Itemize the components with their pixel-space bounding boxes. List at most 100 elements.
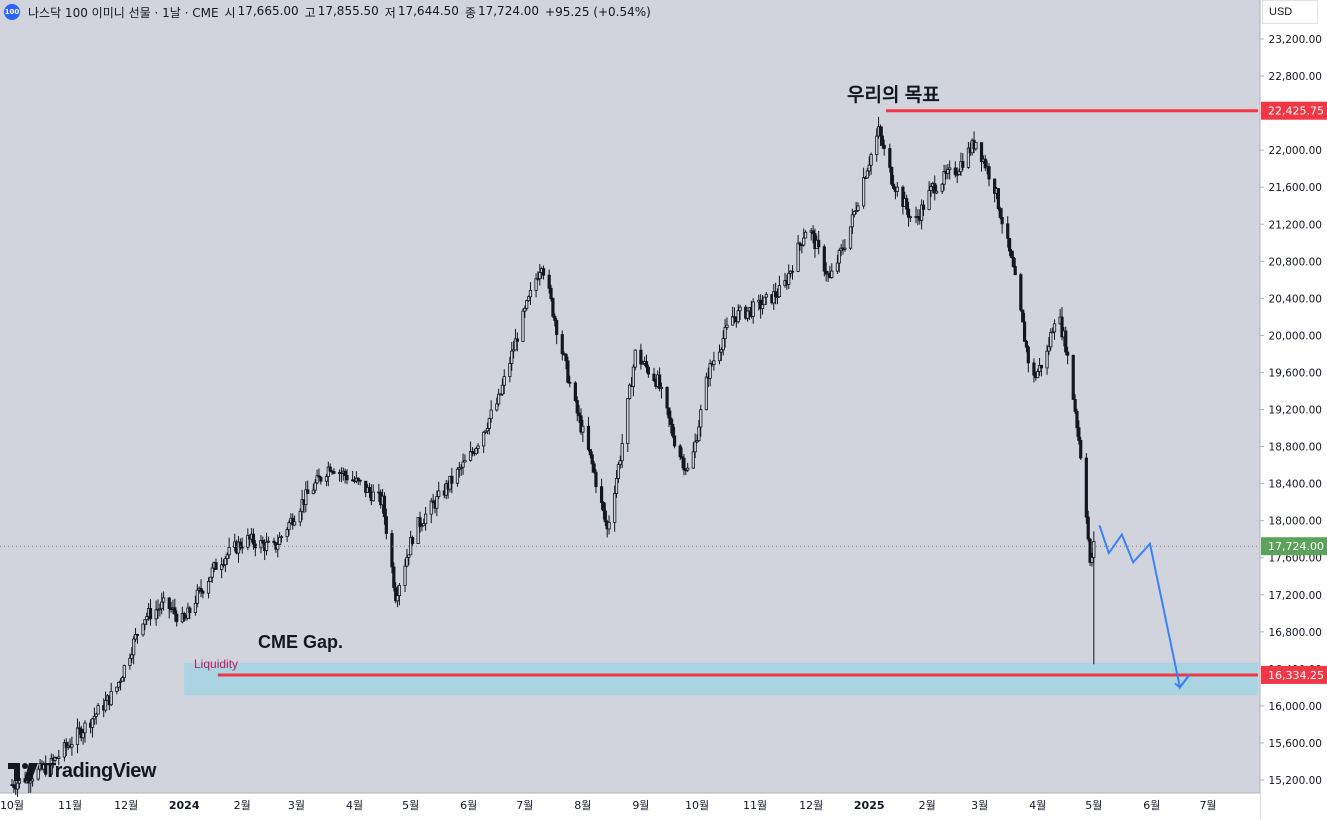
candle-body — [1052, 323, 1057, 333]
candle-body — [862, 177, 866, 207]
candle-body — [326, 466, 330, 477]
candle-body — [500, 384, 504, 395]
candle-body — [586, 425, 591, 450]
candle-body — [36, 768, 40, 780]
time-axis[interactable] — [0, 793, 1260, 820]
candle-body — [498, 393, 503, 396]
candle-body — [397, 585, 402, 597]
symbol-title[interactable]: 나스닥 100 이미니 선물 · 1날 · CME — [28, 5, 219, 20]
candle-body — [145, 616, 149, 621]
candle-body — [626, 398, 630, 444]
candle-body — [1021, 309, 1025, 323]
candle-body — [135, 634, 140, 636]
candle-body — [599, 486, 604, 503]
candle-body — [306, 489, 310, 495]
y-tick-label: 22,000.00 — [1269, 145, 1322, 157]
target-annotation[interactable]: 우리의 목표 — [847, 85, 940, 106]
candle-body — [867, 164, 871, 172]
candle-body — [240, 546, 244, 549]
candle-body — [115, 686, 119, 692]
candle-body — [435, 496, 439, 509]
candle-body — [888, 148, 892, 168]
candle-body — [422, 523, 426, 527]
candle-body — [122, 665, 126, 679]
x-tick-label: 5월 — [1085, 799, 1102, 812]
candle-body — [298, 510, 302, 523]
candle-body — [510, 350, 514, 364]
candle-body — [603, 510, 607, 523]
candle-body — [210, 567, 214, 578]
candle-body — [1000, 217, 1004, 225]
candle-body — [371, 491, 375, 502]
y-tick-label: 17,200.00 — [1269, 590, 1322, 602]
candle-body — [429, 500, 433, 515]
liquidity-annotation[interactable]: Liquidity — [194, 657, 239, 671]
y-tick-label: 20,000.00 — [1269, 330, 1322, 342]
candle-body — [929, 186, 933, 191]
candle-body — [777, 285, 781, 297]
candle-body — [790, 270, 795, 273]
candle-body — [573, 382, 577, 401]
candle-body — [1066, 351, 1070, 356]
candle-body — [875, 135, 879, 155]
candle-body — [29, 780, 33, 784]
candle-body — [665, 387, 669, 409]
cme-gap-annotation[interactable]: CME Gap. — [258, 632, 344, 652]
x-tick-label: 7월 — [1199, 799, 1216, 812]
candle-body — [948, 167, 952, 170]
candle-body — [489, 409, 493, 420]
y-tick-label: 17,600.00 — [1269, 553, 1322, 565]
liquidity-zone[interactable] — [184, 662, 1258, 696]
candle-body — [927, 190, 931, 210]
close-number: 17,724.00 — [477, 3, 540, 18]
candle-body — [695, 440, 699, 443]
candle-body — [850, 214, 854, 228]
candle-body — [463, 460, 467, 463]
candle-body — [920, 204, 924, 221]
candle-body — [882, 144, 886, 149]
low-label: 저 — [384, 5, 396, 20]
candle-body — [154, 609, 158, 620]
candle-body — [201, 590, 205, 594]
candle-body — [332, 471, 336, 474]
currency-button[interactable]: USD — [1262, 0, 1318, 24]
candle-body — [392, 566, 396, 588]
candle-body — [382, 495, 387, 518]
candle-body — [588, 449, 592, 456]
candle-body — [1006, 223, 1010, 239]
candle-body — [184, 617, 188, 621]
candle-body — [193, 602, 198, 614]
candle-body — [901, 186, 905, 207]
x-tick-label: 10월 — [685, 799, 709, 812]
low-number: 17,644.50 — [397, 3, 459, 18]
candle-body — [802, 237, 806, 246]
symbol-badge-icon[interactable]: 100 — [4, 4, 20, 20]
candle-body — [214, 562, 218, 570]
candle-body — [103, 700, 108, 711]
candle-body — [745, 310, 750, 319]
candle-body — [49, 757, 53, 775]
candle-body — [725, 324, 729, 328]
candle-body — [272, 540, 276, 544]
candle-body — [220, 564, 224, 570]
candle-body — [669, 417, 673, 425]
tradingview-logo-icon — [8, 762, 38, 781]
candle-body — [356, 477, 360, 481]
candle-body — [133, 634, 138, 640]
candle-body — [450, 475, 454, 484]
x-tick-label: 2024 — [169, 799, 200, 812]
liquidity-price-tag — [1261, 665, 1327, 684]
candle-body — [1039, 364, 1044, 369]
candle-body — [633, 349, 637, 368]
candle-body — [410, 537, 415, 544]
candle-body — [880, 135, 884, 146]
candle-body — [53, 757, 57, 761]
tradingview-logo[interactable]: TradingView — [8, 760, 156, 783]
candle-body — [644, 361, 649, 368]
candle-body — [300, 499, 304, 512]
candle-body — [541, 268, 546, 276]
x-tick-label: 12월 — [114, 799, 138, 812]
candle-body — [1075, 410, 1079, 429]
